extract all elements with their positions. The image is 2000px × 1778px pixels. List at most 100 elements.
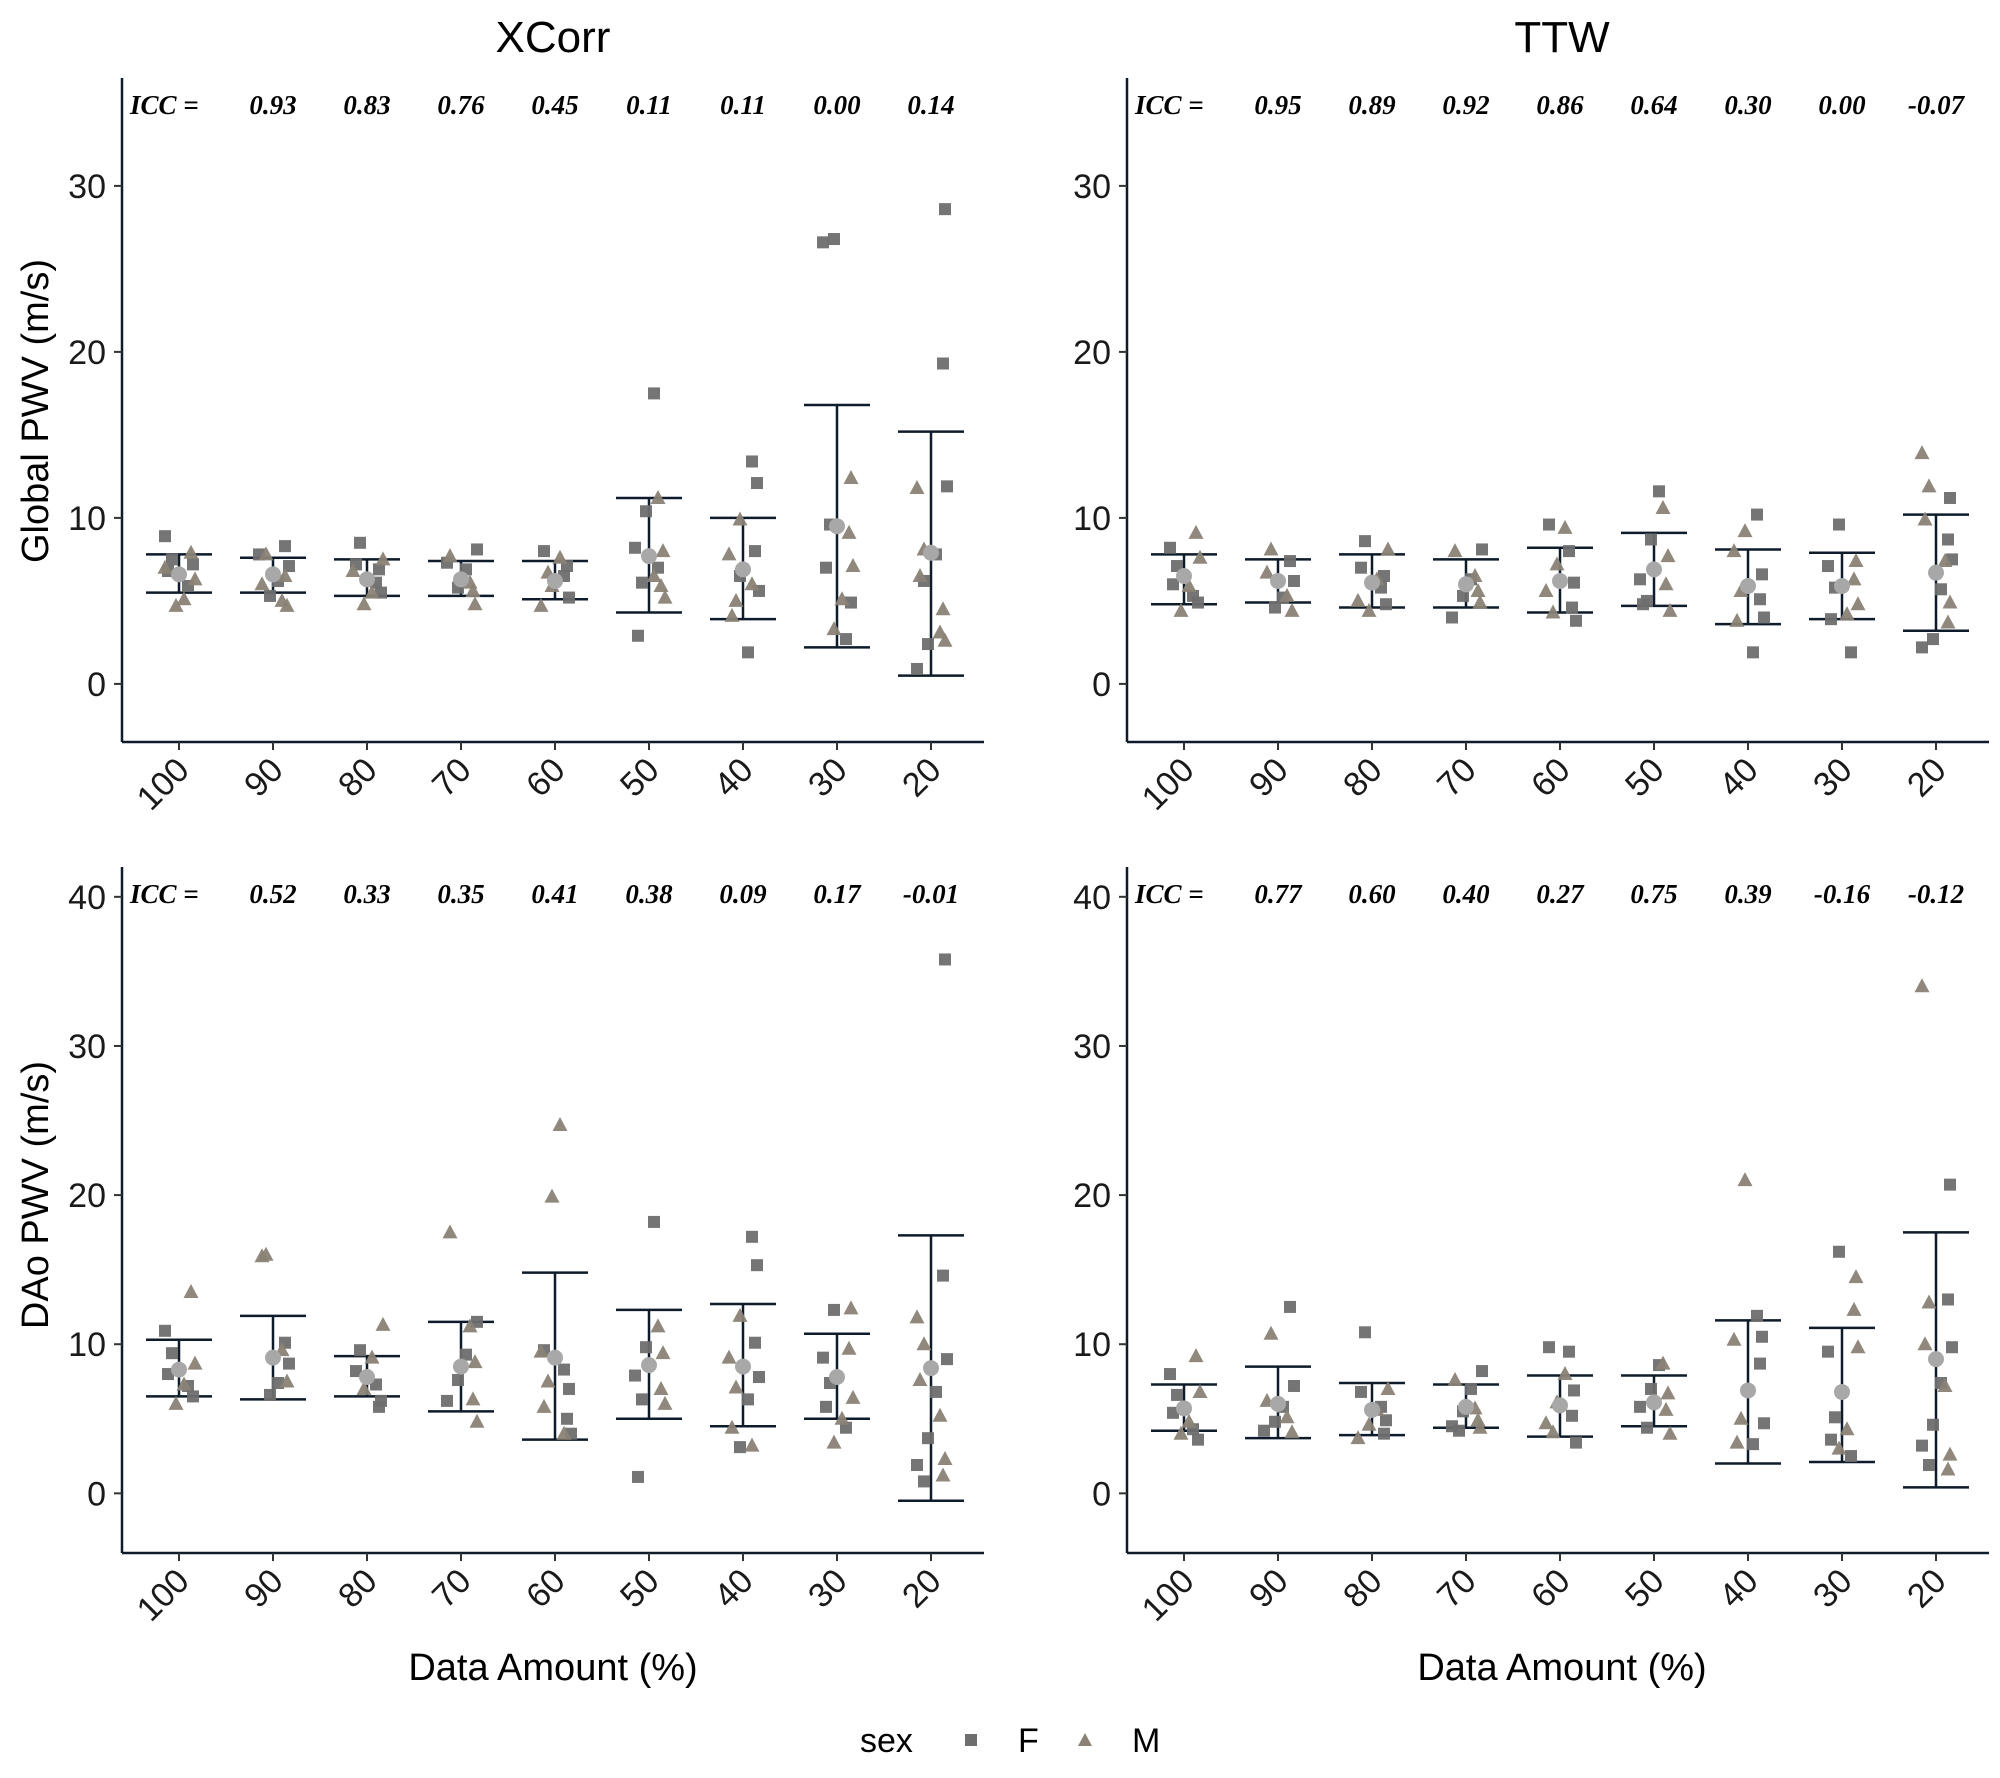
data-point-m bbox=[1655, 499, 1671, 514]
icc-value: 0.45 bbox=[531, 90, 578, 120]
x-tick-label: 90 bbox=[1242, 751, 1296, 805]
data-point-f bbox=[817, 1351, 829, 1364]
data-point-m bbox=[1470, 582, 1486, 597]
mean-point bbox=[1270, 572, 1286, 589]
data-point-f bbox=[1747, 1438, 1759, 1451]
y-tick-label: 10 bbox=[68, 500, 106, 538]
data-point-f bbox=[1570, 1436, 1582, 1449]
data-point-f bbox=[751, 477, 763, 490]
data-point-m bbox=[1259, 564, 1275, 579]
data-point-m bbox=[1839, 606, 1855, 621]
data-point-m bbox=[1914, 978, 1930, 993]
data-point-f bbox=[1927, 633, 1939, 646]
data-point-m bbox=[1848, 553, 1864, 568]
mean-point bbox=[171, 566, 187, 583]
data-point-f bbox=[1833, 1245, 1845, 1258]
icc-value: 0.11 bbox=[720, 90, 766, 120]
data-point-f bbox=[1258, 1424, 1270, 1437]
data-point-m bbox=[467, 1354, 483, 1369]
icc-value: 0.09 bbox=[719, 879, 767, 909]
data-point-m bbox=[1447, 1372, 1463, 1387]
data-point-f bbox=[166, 553, 178, 566]
data-point-f bbox=[1825, 1433, 1837, 1446]
data-point-m bbox=[1538, 1415, 1554, 1430]
data-point-m bbox=[157, 559, 173, 574]
data-point-m bbox=[1921, 1294, 1937, 1309]
data-point-f bbox=[1825, 613, 1837, 626]
x-tick-label: 20 bbox=[895, 751, 949, 805]
data-point-m bbox=[1729, 612, 1745, 627]
data-point-m bbox=[657, 1395, 673, 1410]
data-point-m bbox=[345, 563, 361, 578]
data-point-f bbox=[563, 1382, 575, 1395]
data-point-m bbox=[279, 597, 295, 612]
x-tick-label: 60 bbox=[1524, 1562, 1578, 1616]
y-tick-label: 40 bbox=[1073, 879, 1111, 917]
data-point-f bbox=[1916, 641, 1928, 654]
mean-point bbox=[1928, 564, 1944, 581]
y-tick-label: 0 bbox=[87, 1475, 106, 1513]
mean-point bbox=[1646, 561, 1662, 578]
data-point-f bbox=[941, 480, 953, 493]
icc-label: ICC = bbox=[129, 879, 199, 909]
data-point-m bbox=[1737, 1172, 1753, 1187]
data-point-f bbox=[941, 1353, 953, 1366]
icc-value: 0.92 bbox=[1442, 90, 1489, 120]
data-point-m bbox=[1361, 602, 1377, 617]
icc-value: 0.52 bbox=[249, 879, 296, 909]
data-point-f bbox=[640, 1341, 652, 1354]
data-point-f bbox=[1935, 583, 1947, 596]
data-point-m bbox=[1350, 592, 1366, 607]
data-point-m bbox=[1545, 1424, 1561, 1439]
data-point-f bbox=[939, 953, 951, 966]
data-point-m bbox=[1192, 549, 1208, 564]
data-point-f bbox=[648, 387, 660, 400]
data-point-f bbox=[742, 646, 754, 659]
mean-point bbox=[1928, 1351, 1944, 1368]
data-point-f bbox=[734, 1441, 746, 1454]
data-point-f bbox=[1563, 545, 1575, 558]
data-point-f bbox=[753, 1371, 765, 1384]
data-point-m bbox=[1549, 556, 1565, 571]
data-point-f bbox=[1269, 1415, 1281, 1428]
data-point-m bbox=[279, 1373, 295, 1388]
panel-dao-ttw: 0 10 20 30 40 100 90 80 70 60 50 40 30 20 ICC = 0.77 0.6… bbox=[1073, 867, 1989, 1629]
data-point-m bbox=[721, 546, 737, 561]
data-point-f bbox=[373, 1400, 385, 1413]
mean-point bbox=[641, 548, 657, 565]
mean-point bbox=[1458, 576, 1474, 593]
y-axis-label-global-pwv: Global PWV (m/s) bbox=[15, 259, 57, 563]
data-point-m bbox=[912, 1372, 928, 1387]
mean-point bbox=[1834, 577, 1850, 594]
data-point-f bbox=[1751, 508, 1763, 521]
icc-value: 0.77 bbox=[1254, 879, 1303, 909]
data-point-m bbox=[1737, 523, 1753, 538]
x-tick-label: 50 bbox=[1618, 1562, 1672, 1616]
mean-point bbox=[265, 566, 281, 583]
data-point-m bbox=[1538, 582, 1554, 597]
data-point-f bbox=[911, 662, 923, 675]
y-tick-label: 0 bbox=[87, 666, 106, 704]
data-point-f bbox=[1756, 1330, 1768, 1343]
y-tick-label: 30 bbox=[1073, 168, 1111, 206]
data-point-m bbox=[1850, 1339, 1866, 1354]
x-tick-label: 70 bbox=[1430, 751, 1484, 805]
icc-value: 0.83 bbox=[343, 90, 390, 120]
x-tick-label: 100 bbox=[130, 751, 197, 818]
data-point-f bbox=[460, 1348, 472, 1361]
data-point-m bbox=[187, 1355, 203, 1370]
data-point-m bbox=[1447, 543, 1463, 558]
data-point-m bbox=[552, 549, 568, 564]
x-tick-label: 30 bbox=[801, 751, 855, 805]
data-point-f bbox=[373, 563, 385, 576]
data-point-f bbox=[1570, 614, 1582, 627]
y-tick-label: 40 bbox=[68, 879, 106, 917]
data-point-m bbox=[1846, 571, 1862, 586]
data-point-f bbox=[354, 1344, 366, 1357]
data-point-m bbox=[912, 568, 928, 582]
data-point-m bbox=[1662, 602, 1678, 617]
mean-point bbox=[1270, 1395, 1286, 1412]
mean-point bbox=[171, 1361, 187, 1378]
data-point-m bbox=[646, 568, 662, 582]
panel-dao-xcorr: 0 10 20 30 40 100 90 80 70 60 50 40 30 20 ICC = 0.52 0.3… bbox=[68, 867, 984, 1629]
